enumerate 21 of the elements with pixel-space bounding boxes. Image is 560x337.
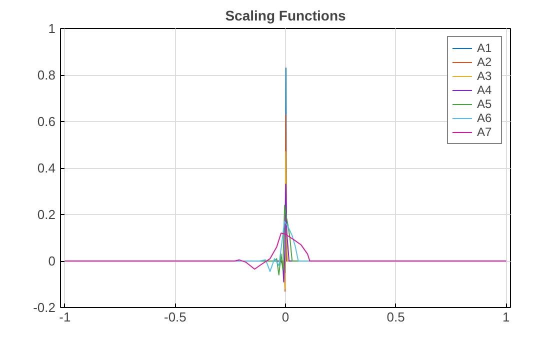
x-tick-label: -0.5 — [164, 310, 186, 324]
x-tick-label: 1 — [502, 310, 510, 324]
legend-label: A1 — [477, 41, 493, 55]
y-tick-label: 0.2 — [37, 207, 56, 222]
legend-label: A6 — [477, 111, 493, 125]
x-tick-label: 0 — [282, 310, 290, 324]
legend-label: A7 — [477, 125, 493, 139]
chart-title: Scaling Functions — [225, 8, 346, 24]
legend-label: A2 — [477, 55, 493, 69]
x-tick-label: -1 — [59, 310, 71, 324]
y-tick-label: 0.4 — [37, 160, 56, 176]
legend-label: A4 — [477, 83, 493, 97]
y-tick-label: -0.2 — [33, 300, 56, 315]
y-tick-label: 0.8 — [37, 68, 56, 82]
legend-label: A5 — [477, 97, 493, 111]
y-tick-label: 1 — [48, 21, 56, 36]
y-tick-label: 0.6 — [37, 114, 56, 129]
line-series — [64, 232, 507, 270]
y-tick-label: 0 — [48, 254, 56, 268]
legend-label: A3 — [477, 69, 493, 83]
x-tick-label: 0.5 — [386, 310, 405, 324]
